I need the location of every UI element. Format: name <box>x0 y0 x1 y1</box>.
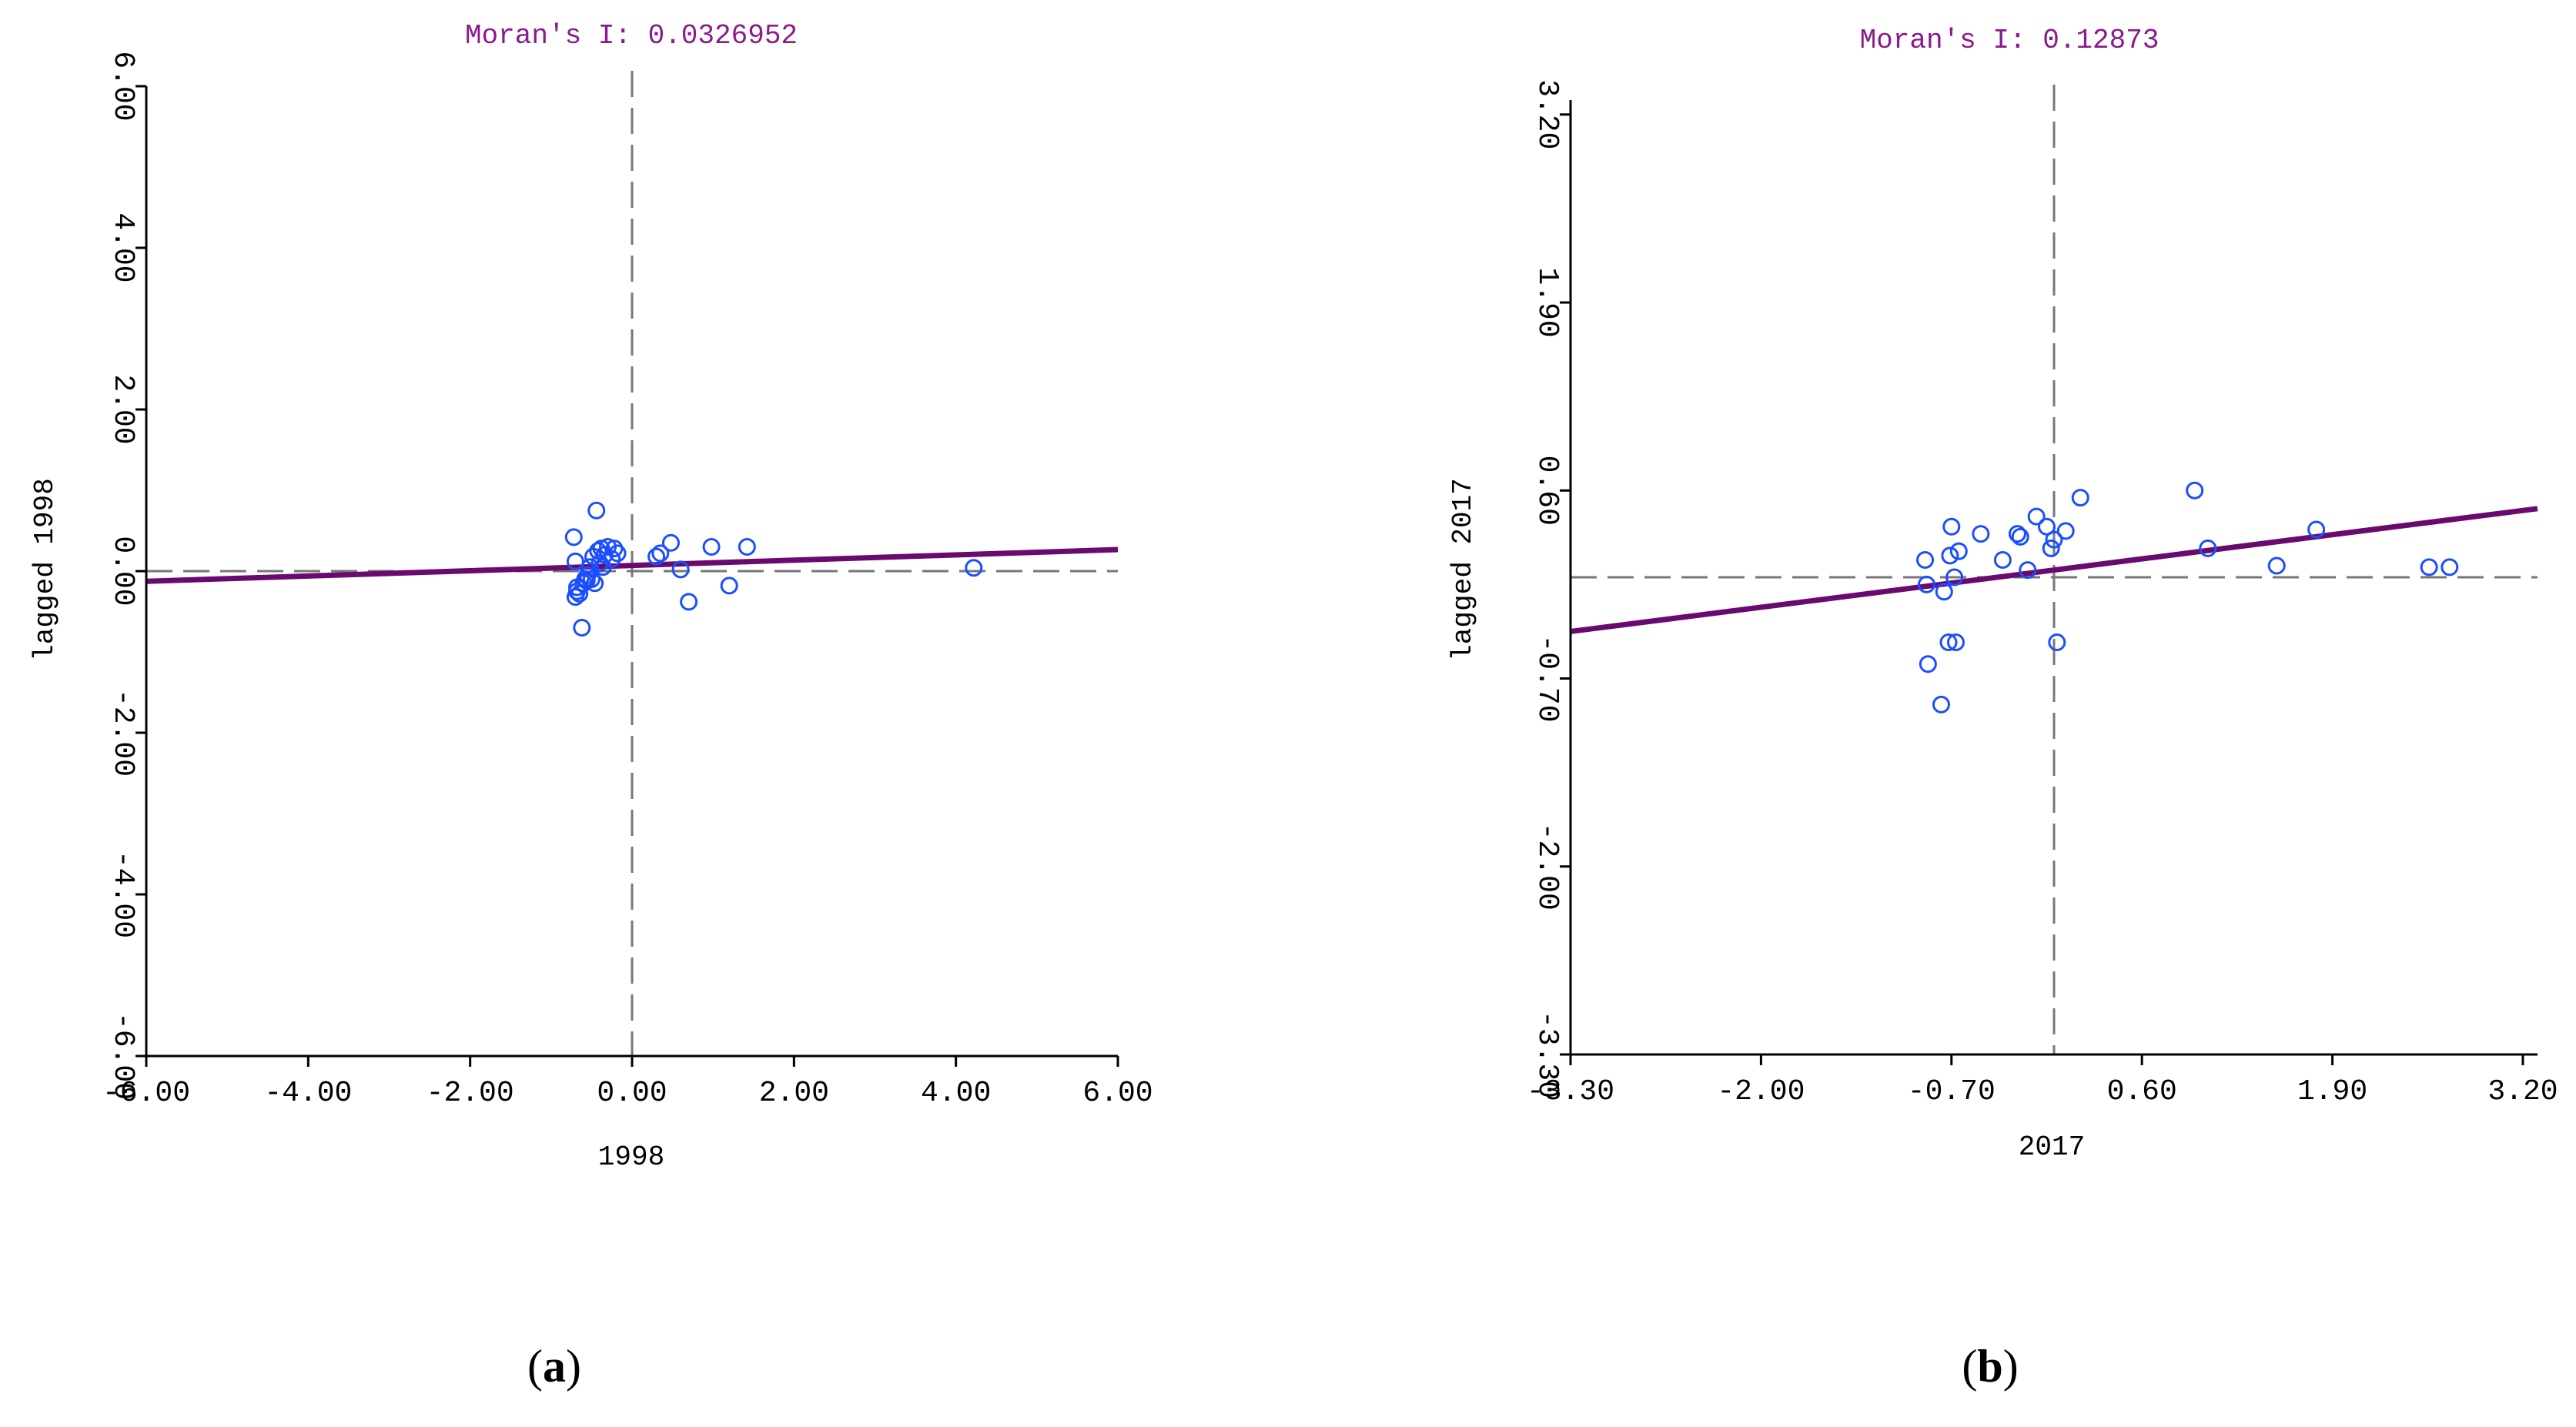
panel-b-y-tick-label: -2.00 <box>1531 823 1564 911</box>
panel-b-data-point <box>1993 550 2012 569</box>
panel-b-x-axis-title: 2017 <box>2019 1131 2085 1163</box>
panel-a-data-point <box>603 550 621 568</box>
panel-a-y-tick-label: -4.00 <box>106 851 139 938</box>
panel-a-data-point <box>587 501 606 520</box>
panel-a-y-axis-title: lagged 1998 <box>29 478 61 661</box>
panel-a-data-point <box>738 538 756 556</box>
panel-a-caption-letter: a <box>543 1341 566 1392</box>
panel-a-data-point <box>570 584 589 603</box>
panel-b-data-point <box>1917 575 1935 593</box>
panel-b-fit-line <box>1570 506 2538 634</box>
panel-a-y-tick-label: 4.00 <box>106 212 139 282</box>
panel-a-y-tick-label: 6.00 <box>106 51 139 121</box>
panel-b-y-tick-label: -0.70 <box>1531 634 1564 722</box>
panel-b-data-point <box>2045 530 2063 549</box>
panel-b-points <box>1916 481 2459 714</box>
panel-a-data-point <box>566 552 584 570</box>
panel-b-data-point <box>1932 695 1950 714</box>
panel-a-fit-line <box>146 546 1119 584</box>
panel-a-x-tick-label: 4.00 <box>921 1077 991 1110</box>
panel-a-data-point <box>573 619 591 637</box>
panel-b-y-tick-label: 3.20 <box>1531 79 1564 149</box>
panel-a-data-point <box>647 547 666 566</box>
panel-b-x-tick-label: 0.60 <box>2107 1075 2177 1108</box>
panel-b-data-point <box>2420 558 2438 576</box>
panel-b-data-point <box>2267 556 2286 575</box>
panel-a-x-tick-label: 6.00 <box>1082 1077 1153 1110</box>
panel-b-data-point <box>2042 539 2060 557</box>
panel-b-x-tick-label: -0.70 <box>1908 1075 1996 1108</box>
panel-a-data-point <box>651 544 670 563</box>
panel-a-x-tick-label: -6.00 <box>102 1077 190 1110</box>
panel-b-data-point <box>2441 558 2459 576</box>
panel-b-data-point <box>1935 583 1953 601</box>
panel-b-y-tick-label: -3.30 <box>1531 1011 1564 1098</box>
panel-a-x-tick-label: -4.00 <box>264 1077 352 1110</box>
panel-b-data-point <box>1945 568 1964 587</box>
panel-b-data-point <box>2011 527 2029 546</box>
panel-a-data-point <box>567 582 586 600</box>
panel-b-x-tick-label: -3.30 <box>1527 1075 1614 1108</box>
panel-b-data-point <box>2008 525 2026 543</box>
panel-b-data-point <box>1941 546 1959 565</box>
panel-a-data-point <box>720 576 738 595</box>
panel-a-x-tick-label: 0.00 <box>597 1077 667 1110</box>
panel-a-data-point <box>582 570 601 588</box>
panel-b-data-point <box>2307 520 2326 539</box>
panel-b-data-point <box>2027 507 2046 526</box>
panel-b-data-point <box>2056 522 2075 540</box>
panel-a-y-tick-label: 0.00 <box>106 536 139 606</box>
panel-b-data-point <box>2037 517 2056 536</box>
panel-b-data-point <box>1916 550 1935 569</box>
panel-b-moran-title: Moran's I: 0.12873 <box>1860 25 2159 56</box>
panel-a-data-point <box>702 538 721 556</box>
panel-b-x-tick-label: 1.90 <box>2297 1075 2367 1108</box>
panel-b-y-axis-title: lagged 2017 <box>1447 478 1479 661</box>
panel-a-y-tick-label: 2.00 <box>106 374 139 444</box>
panel-b-data-point <box>1949 542 1968 560</box>
panel-b-data-point <box>2186 481 2204 500</box>
panel-b-caption: (b) <box>1962 1341 2018 1392</box>
panel-b-data-point <box>2019 561 2037 580</box>
panel-a-data-point <box>661 533 680 552</box>
panel-a-data-point <box>680 593 698 611</box>
panel-b-data-point <box>2199 539 2217 557</box>
panel-b-fit-line-group <box>1570 506 2538 634</box>
panel-b-data-point <box>1942 517 1961 536</box>
panel-a-x-tick-label: 2.00 <box>759 1077 829 1110</box>
panel-b-y-tick-label: 0.60 <box>1531 456 1564 526</box>
panel-a-x-axis-title: 1998 <box>598 1141 664 1173</box>
panel-b-data-point <box>1939 633 1958 652</box>
panel-a-fit-line-group <box>146 546 1119 584</box>
panel-b-x-tick-label: 3.20 <box>2487 1075 2558 1108</box>
panel-a-axes: -6.00 -4.00 -2.00 0.00 2.00 4.00 6.00 -6.00 -4.0… <box>102 51 1153 1110</box>
panel-a: Moran's I: 0.0326952 -6.00 -4.00 -2.00 0.00… <box>29 20 1153 1392</box>
panel-b-data-point <box>1919 655 1937 673</box>
panel-a-data-point <box>586 574 604 593</box>
panel-a-data-point <box>608 544 627 563</box>
panel-a-x-tick-label: -2.00 <box>427 1077 514 1110</box>
panel-a-y-tick-label: -2.00 <box>106 689 139 777</box>
panel-a-data-point <box>671 560 690 579</box>
panel-b-caption-letter: b <box>1977 1341 2002 1392</box>
panel-b: Moran's I: 0.12873 -3.30 -2.00 -0.70 0.60 1.… <box>1447 25 2558 1392</box>
panel-b-data-point <box>2048 633 2066 652</box>
panel-a-data-point <box>965 559 983 577</box>
panel-a-y-tick-label: -6.00 <box>106 1012 139 1100</box>
panel-b-y-tick-label: 1.90 <box>1531 267 1564 337</box>
panel-b-axes: -3.30 -2.00 -0.70 0.60 1.90 3.20 -3.30 -2.00 -0.… <box>1527 79 2558 1108</box>
panel-b-data-point <box>1972 525 1990 543</box>
panel-b-data-point <box>1946 633 1965 652</box>
panel-b-data-point <box>2071 489 2089 507</box>
panel-a-data-point <box>564 528 583 546</box>
panel-a-data-point <box>580 558 599 576</box>
panel-a-caption: (a) <box>527 1341 581 1392</box>
panel-a-points <box>564 501 983 637</box>
panel-b-x-tick-label: -2.00 <box>1717 1075 1805 1108</box>
panel-a-moran-title: Moran's I: 0.0326952 <box>465 20 798 52</box>
